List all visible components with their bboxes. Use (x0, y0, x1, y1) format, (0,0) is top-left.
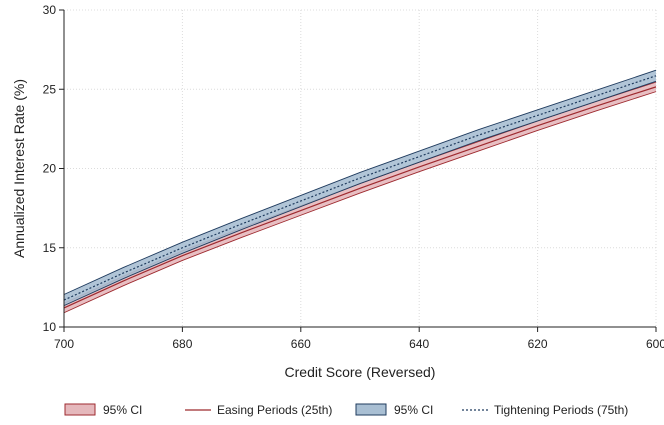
x-tick-label: 620 (528, 337, 548, 351)
series-lines (63, 75, 657, 309)
y-tick-label: 25 (43, 82, 57, 96)
confidence-bands (63, 69, 657, 314)
y-tick-label: 30 (43, 3, 57, 17)
legend-label: 95% CI (394, 403, 433, 417)
y-tick-label: 20 (43, 162, 57, 176)
y-tick-label: 15 (43, 241, 57, 255)
x-tick-label: 700 (54, 337, 74, 351)
legend-label: Tightening Periods (75th) (494, 403, 628, 417)
y-tick-label: 10 (43, 320, 57, 334)
legend: 95% CI Easing Periods (25th) 95% CI Tighten… (64, 403, 628, 417)
ci-lower-edge-2 (63, 80, 657, 307)
y-axis-label: Annualized Interest Rate (%) (11, 79, 27, 258)
x-tick-label: 680 (172, 337, 192, 351)
x-axis-label: Credit Score (Reversed) (285, 364, 436, 380)
legend-ci-swatch (64, 403, 96, 416)
x-tick-label: 600 (646, 337, 664, 351)
series-line-1 (63, 86, 657, 309)
ci-band-2 (64, 70, 656, 306)
legend-label: Easing Periods (25th) (217, 403, 332, 417)
ci-lower-edge-1 (63, 91, 657, 314)
series-line-2 (63, 75, 657, 301)
x-tick-label: 660 (291, 337, 311, 351)
legend-label: 95% CI (103, 403, 142, 417)
axes (63, 10, 656, 328)
grid-lines (63, 9, 657, 328)
legend-ci-swatch (355, 403, 387, 416)
axis-ticks: 10 15 20 25 30 700 680 660 640 620 600 (43, 3, 664, 351)
x-tick-label: 640 (409, 337, 429, 351)
ci-upper-edge-2 (63, 69, 657, 295)
ci-band-1 (64, 82, 656, 313)
